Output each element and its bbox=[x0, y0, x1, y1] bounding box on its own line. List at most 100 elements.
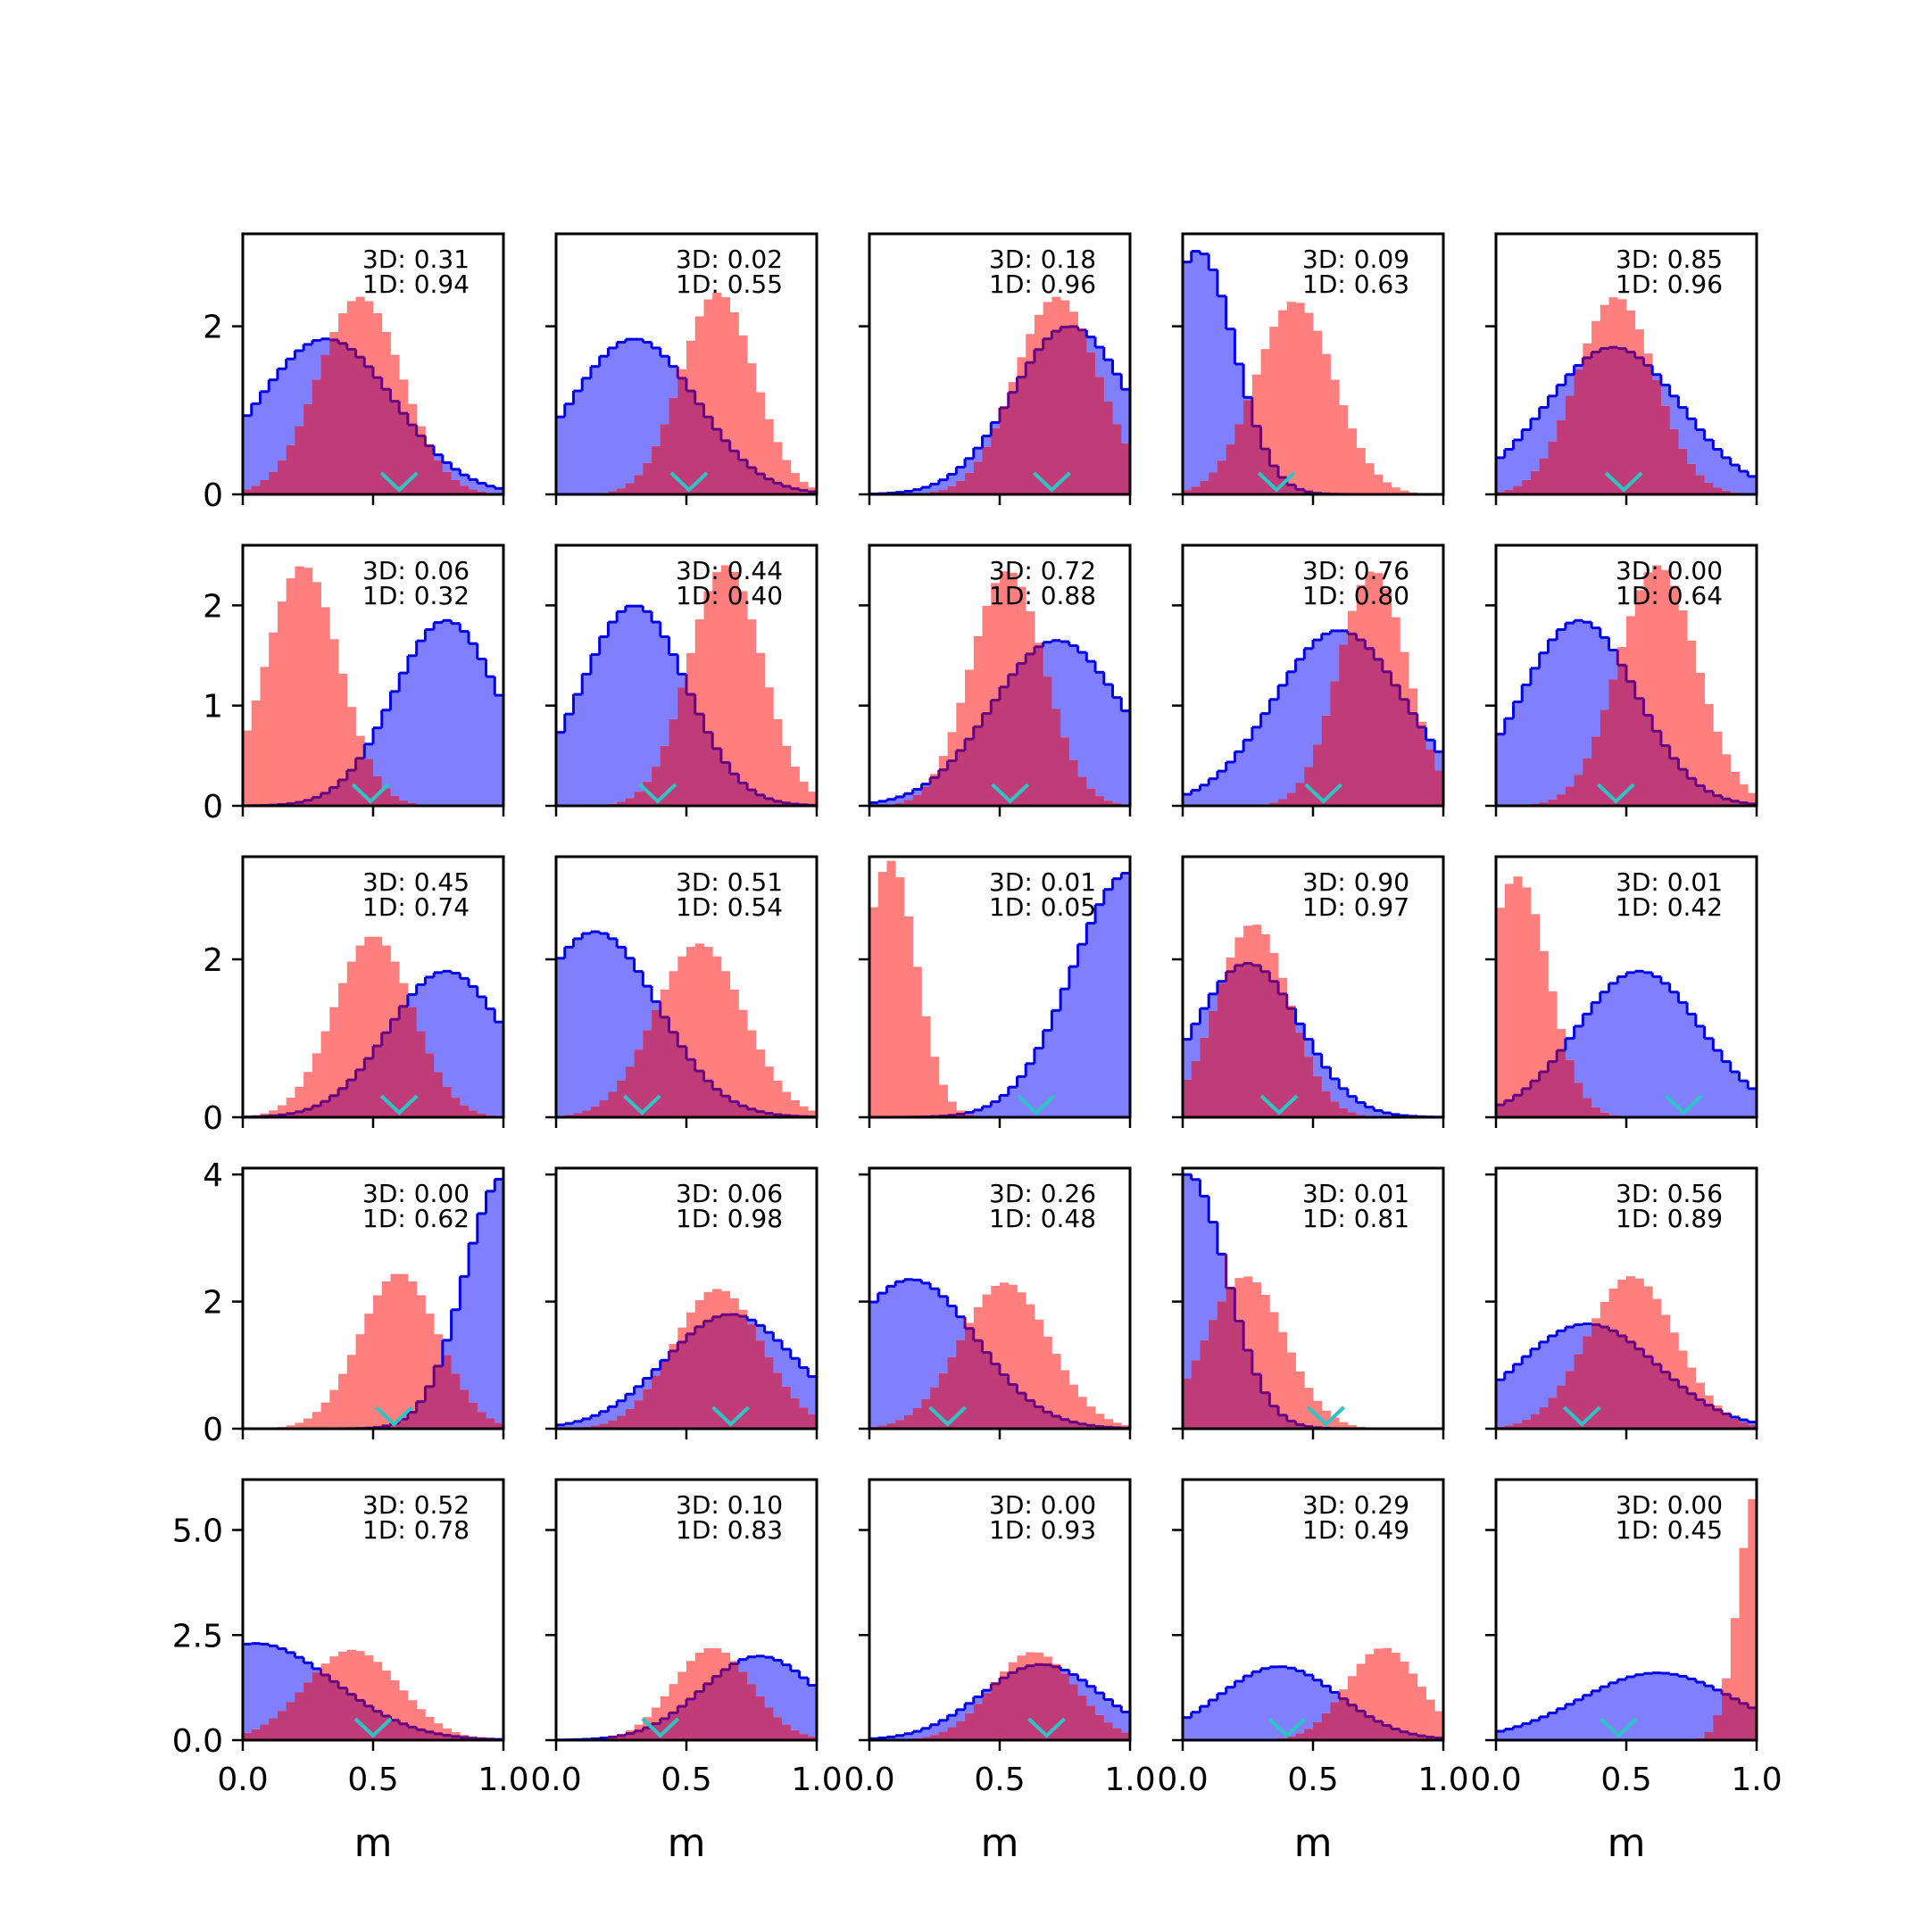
red-bar bbox=[913, 966, 922, 1116]
overlap-bar bbox=[1566, 1371, 1575, 1429]
overlap-bar bbox=[1217, 983, 1226, 1117]
overlap-bar bbox=[1678, 449, 1687, 494]
blue-bar bbox=[1522, 684, 1531, 805]
red-bar bbox=[382, 1671, 391, 1716]
blue-bar bbox=[617, 947, 626, 1081]
overlap-bar bbox=[712, 1676, 721, 1740]
blue-bar bbox=[565, 404, 574, 494]
blue-bar bbox=[1705, 1686, 1714, 1732]
blue-bar bbox=[1209, 994, 1217, 1011]
blue-bar bbox=[1540, 1342, 1549, 1407]
red-bar bbox=[1513, 876, 1522, 1095]
red-bar bbox=[1278, 311, 1287, 477]
blue-bar bbox=[965, 459, 974, 473]
blue-bar bbox=[1522, 1356, 1531, 1420]
overlap-bar bbox=[1183, 1080, 1192, 1117]
red-bar bbox=[1269, 327, 1278, 466]
overlap-bar bbox=[800, 1407, 809, 1429]
blue-bar bbox=[956, 1710, 965, 1721]
overlap-bar bbox=[1557, 420, 1566, 494]
overlap-bar bbox=[1026, 1666, 1035, 1740]
overlap-bar bbox=[1531, 471, 1540, 494]
blue-bar bbox=[939, 1721, 948, 1732]
blue-bar bbox=[443, 620, 452, 806]
blue-bar bbox=[1496, 734, 1505, 806]
blue-bar bbox=[1304, 649, 1313, 767]
overlap-bar bbox=[1252, 966, 1261, 1117]
x-axis-label: m bbox=[981, 1820, 1019, 1866]
blue-bar bbox=[278, 369, 287, 460]
blue-bar bbox=[626, 606, 635, 798]
red-bar bbox=[1069, 311, 1078, 327]
y-tick-label: 2 bbox=[203, 1285, 223, 1322]
overlap-bar bbox=[295, 427, 303, 494]
overlap-bar bbox=[1540, 1072, 1549, 1117]
blue-bar bbox=[991, 1102, 1000, 1117]
overlap-bar bbox=[669, 719, 678, 806]
overlap-bar bbox=[956, 1721, 965, 1740]
red-bar bbox=[347, 1650, 356, 1695]
red-bar bbox=[721, 971, 730, 1096]
blue-bar bbox=[1635, 971, 1644, 1117]
blue-bar bbox=[556, 958, 565, 1116]
red-bar bbox=[756, 393, 765, 475]
overlap-bar bbox=[434, 1072, 443, 1117]
blue-bar bbox=[1095, 905, 1104, 1117]
red-bar bbox=[983, 606, 992, 714]
red-bar bbox=[287, 1098, 295, 1114]
overlap-bar bbox=[1670, 1380, 1679, 1429]
overlap-bar bbox=[1522, 480, 1531, 494]
blue-bar bbox=[260, 1644, 269, 1724]
blue-bar bbox=[1540, 653, 1549, 802]
overlap-bar bbox=[1192, 1360, 1201, 1429]
blue-bar bbox=[652, 348, 661, 446]
overlap-bar bbox=[1069, 1685, 1078, 1740]
overlap-bar bbox=[1696, 475, 1705, 494]
overlap-bar bbox=[965, 739, 974, 806]
blue-bar bbox=[1678, 1676, 1687, 1739]
overlap-bar bbox=[1583, 1099, 1591, 1117]
overlap-bar bbox=[321, 1675, 330, 1740]
overlap-bar bbox=[425, 1053, 434, 1117]
x-axis-label: m bbox=[1294, 1820, 1333, 1866]
overlap-bar bbox=[1374, 659, 1383, 806]
red-bar bbox=[1243, 1276, 1252, 1350]
red-bar bbox=[1374, 1648, 1383, 1721]
overlap-bar bbox=[321, 1101, 330, 1117]
red-bar bbox=[434, 1723, 443, 1734]
red-bar bbox=[373, 313, 382, 377]
red-bar bbox=[321, 607, 330, 792]
overlap-bar bbox=[1095, 1715, 1104, 1740]
blue-bar bbox=[408, 995, 417, 1007]
overlap-bar bbox=[1017, 1669, 1026, 1740]
blue-bar bbox=[452, 974, 461, 1099]
overlap-bar bbox=[626, 483, 635, 494]
red-bar bbox=[1252, 925, 1261, 966]
red-bar bbox=[382, 1281, 391, 1426]
overlap-bar bbox=[399, 1007, 408, 1117]
blue-bar bbox=[1304, 1675, 1313, 1729]
overlap-bar bbox=[1566, 786, 1575, 806]
blue-bar bbox=[1678, 1002, 1687, 1117]
red-bar bbox=[677, 957, 686, 1047]
red-bar bbox=[329, 639, 338, 787]
red-bar bbox=[782, 746, 791, 803]
red-bar bbox=[730, 312, 739, 451]
red-bar bbox=[1348, 1676, 1357, 1704]
blue-bar bbox=[1113, 698, 1122, 803]
overlap-bar bbox=[443, 472, 452, 494]
x-tick-label: 0.5 bbox=[347, 1762, 398, 1798]
blue-bar bbox=[1566, 623, 1575, 786]
blue-bar bbox=[773, 1660, 782, 1717]
overlap-bar bbox=[1617, 349, 1626, 494]
overlap-bar bbox=[1365, 649, 1374, 806]
overlap-bar bbox=[417, 1402, 426, 1429]
overlap-bar bbox=[1548, 442, 1557, 494]
red-bar bbox=[773, 442, 782, 483]
overlap-bar bbox=[983, 1693, 992, 1740]
overlap-bar bbox=[904, 1415, 913, 1429]
annotation-1d: 1D: 0.55 bbox=[676, 269, 783, 299]
